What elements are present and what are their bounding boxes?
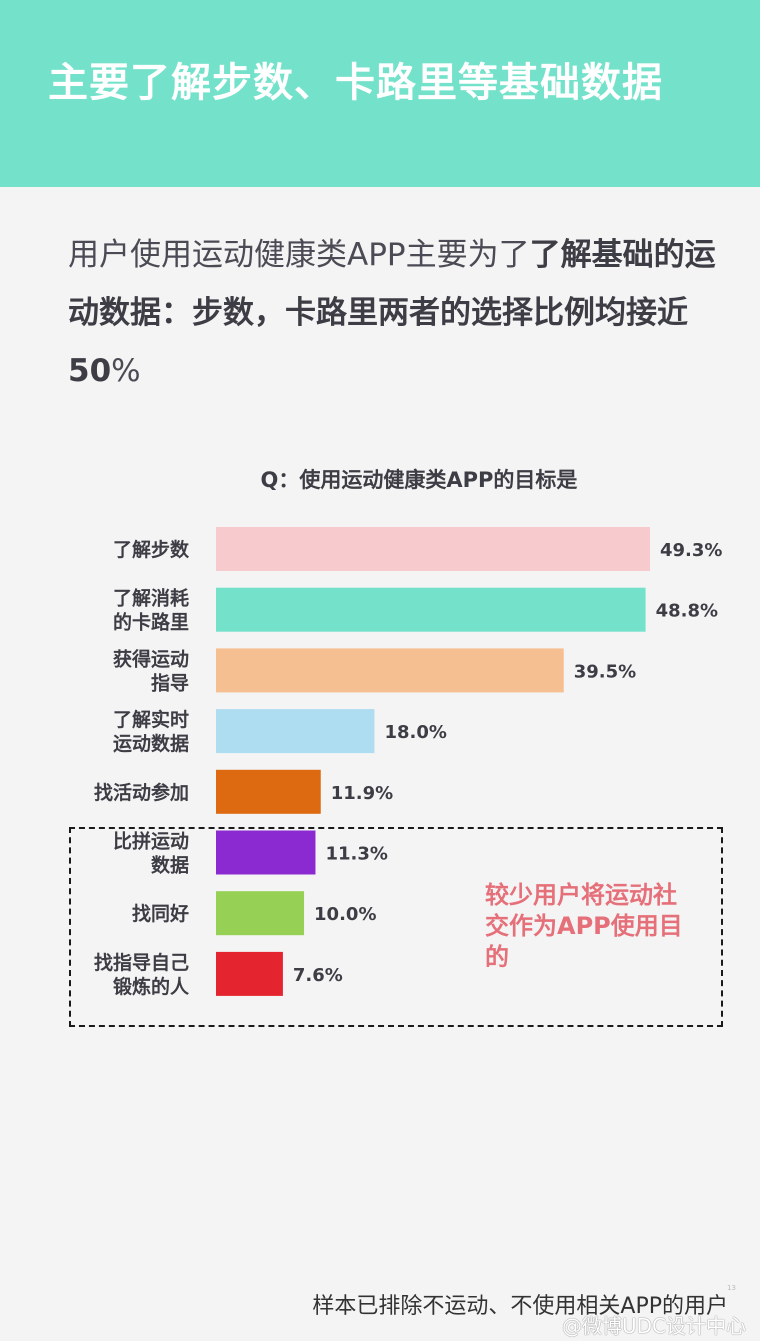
bar-2 [216, 648, 564, 693]
highlight-box [69, 827, 723, 1027]
intro-text: 用户使用运动健康类APP主要为了 [68, 237, 530, 273]
value-label-2: 39.5% [574, 661, 636, 682]
category-label-2-1: 指导 [151, 672, 189, 694]
page-title: 主要了解步数、卡路里等基础数据 [48, 60, 663, 106]
category-label-7-1: 锻炼的人 [113, 975, 190, 998]
category-label-5-1: 数据 [151, 854, 189, 877]
category-label-3-0: 了解实时 [113, 708, 189, 731]
value-label-3: 18.0% [384, 722, 446, 743]
category-label-2-0: 获得运动 [113, 647, 189, 670]
value-label-4: 11.9% [331, 783, 393, 804]
category-label-6-0: 找同好 [132, 902, 189, 925]
value-label-6: 10.0% [314, 904, 376, 925]
category-label-1-0: 了解消耗 [113, 587, 189, 610]
category-label-1-1: 的卡路里 [113, 611, 189, 634]
page-number: 13 [727, 1284, 736, 1292]
footnote: 样本已排除不运动、不使用相关APP的用户 [312, 1294, 728, 1319]
bar-1 [216, 587, 646, 632]
bar-4 [216, 769, 321, 814]
header-banner: 主要了解步数、卡路里等基础数据 [0, 0, 760, 187]
category-label-3-1: 运动数据 [113, 732, 189, 755]
value-label-1: 48.8% [656, 601, 718, 622]
bar-5 [216, 830, 316, 875]
chart-title: Q：使用运动健康类APP的目标是 [260, 468, 578, 492]
bar-0 [216, 527, 650, 571]
category-label-5-0: 比拼运动 [113, 830, 189, 853]
category-label-7-0: 找指导自己 [94, 951, 189, 974]
bar-6 [216, 891, 305, 936]
category-label-4-0: 找活动参加 [94, 781, 189, 804]
watermark: @微博UDC设计中心 [562, 1314, 747, 1338]
intro-tail: % [111, 353, 141, 389]
category-label-0-0: 了解步数 [113, 538, 190, 561]
value-label-5: 11.3% [325, 844, 387, 865]
bar-3 [216, 709, 375, 754]
annotation-text: 较少用户将运动社交作为APP使用目的 [485, 881, 683, 971]
intro-paragraph: 用户使用运动健康类APP主要为了了解基础的运动数据：步数，卡路里两者的选择比例均… [68, 226, 718, 400]
intro-highlight: 了解基础的运动数据：步数，卡路里两者的选择比例均接近50 [68, 237, 716, 389]
bar-7 [216, 951, 283, 996]
value-label-7: 7.6% [293, 965, 343, 986]
value-label-0: 49.3% [660, 540, 722, 561]
